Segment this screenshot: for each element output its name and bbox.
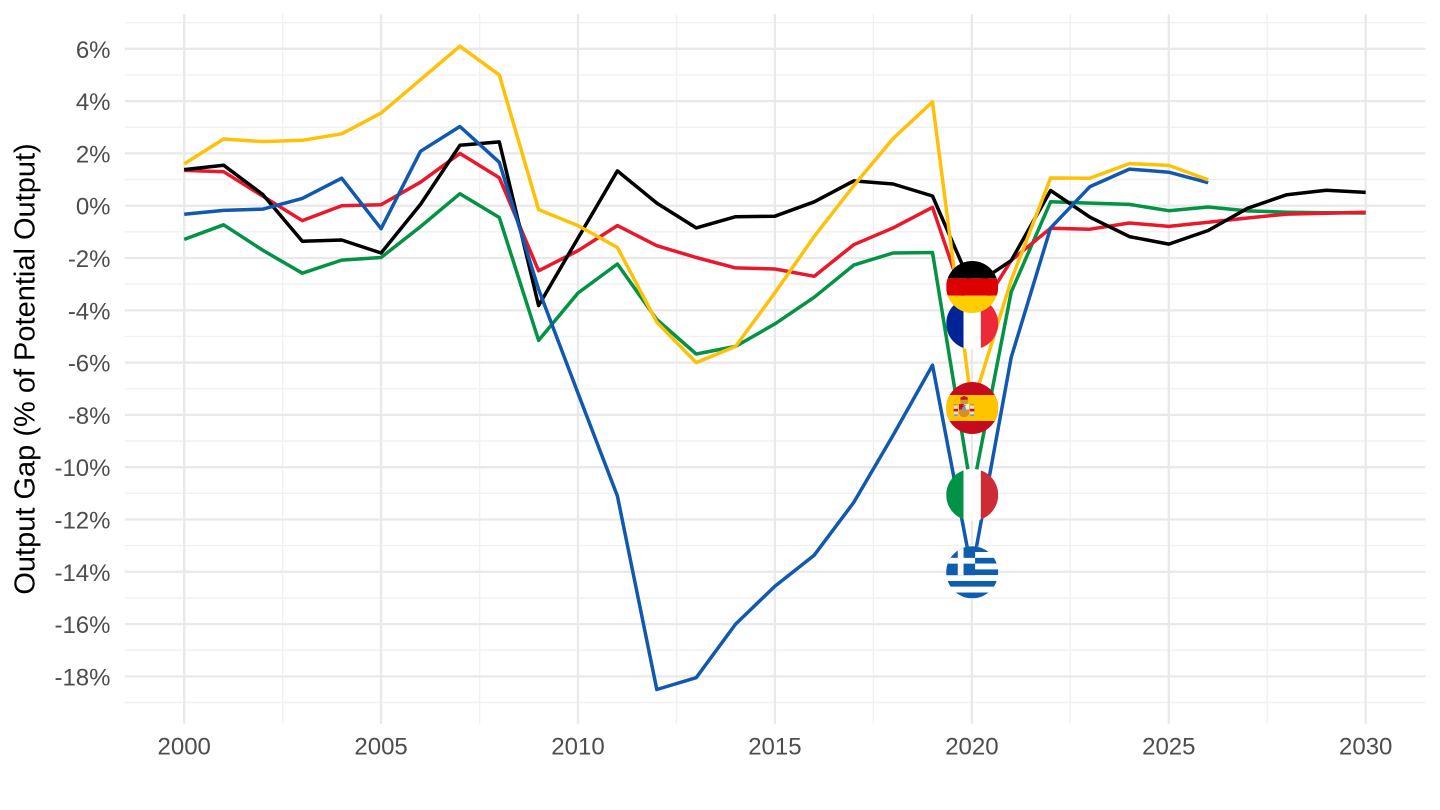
svg-text:2000: 2000 bbox=[158, 734, 211, 761]
svg-text:-10%: -10% bbox=[54, 455, 110, 482]
svg-text:-2%: -2% bbox=[68, 246, 111, 273]
svg-text:4%: 4% bbox=[76, 89, 111, 116]
svg-text:-8%: -8% bbox=[68, 403, 111, 430]
svg-text:2010: 2010 bbox=[551, 734, 604, 761]
svg-text:2020: 2020 bbox=[945, 734, 998, 761]
svg-text:-18%: -18% bbox=[54, 664, 110, 691]
svg-text:6%: 6% bbox=[76, 37, 111, 64]
svg-text:2025: 2025 bbox=[1142, 734, 1195, 761]
svg-text:-14%: -14% bbox=[54, 560, 110, 587]
svg-text:-4%: -4% bbox=[68, 298, 111, 325]
svg-text:-16%: -16% bbox=[54, 612, 110, 639]
svg-text:2015: 2015 bbox=[748, 734, 801, 761]
svg-text:-12%: -12% bbox=[54, 508, 110, 535]
svg-text:Output Gap (% of Potential Out: Output Gap (% of Potential Output) bbox=[9, 143, 41, 594]
svg-text:0%: 0% bbox=[76, 194, 111, 221]
svg-text:2%: 2% bbox=[76, 141, 111, 168]
svg-text:-6%: -6% bbox=[68, 351, 111, 378]
svg-text:2005: 2005 bbox=[354, 734, 407, 761]
svg-text:2030: 2030 bbox=[1339, 734, 1392, 761]
